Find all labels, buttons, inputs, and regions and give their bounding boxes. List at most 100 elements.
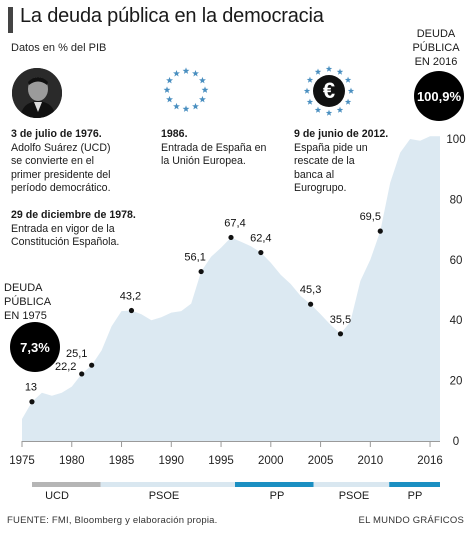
annotation-1978-date: 29 de diciembre de 1978. [11, 209, 136, 221]
y-tick-label: 0 [453, 436, 459, 448]
annotation-1976-line3: primer presidente del [11, 168, 111, 181]
data-label: 25,1 [66, 348, 87, 360]
annotation-1986-line1: Entrada de España en [161, 141, 267, 154]
euro-star [314, 68, 322, 75]
eu-star [182, 105, 190, 112]
annotation-2012-line4: Eurogrupo. [294, 182, 347, 194]
data-label: 13 [25, 382, 37, 394]
euro-star [306, 76, 314, 83]
party-segment [32, 482, 101, 487]
euro-star [336, 106, 344, 113]
debt-1975-label-line1: DEUDA [4, 282, 43, 294]
annotation-1976-line2: se convierte en el [11, 155, 95, 167]
eu-star [173, 102, 180, 110]
annotation-1986-date: 1986. [161, 128, 188, 140]
eu-star [201, 86, 209, 93]
data-point [228, 234, 234, 241]
x-tick-label: 1995 [208, 455, 234, 467]
annotation-1976-date: 3 de julio de 1976. [11, 128, 102, 140]
party-label-psoe-2: PSOE [338, 490, 370, 502]
annotation-2012: 9 de junio de 2012. España pide un resca… [294, 128, 388, 196]
party-label-psoe-1: PSOE [148, 490, 180, 502]
annotation-1978-line1: Entrada en vigor de la [11, 222, 115, 235]
footer-brand: EL MUNDO GRÁFICOS [358, 515, 464, 526]
x-tick-label: 2000 [258, 455, 284, 467]
debt-2016-label-line3: EN 2016 [414, 56, 458, 68]
eu-star [182, 67, 190, 74]
annotation-1986: 1986. Entrada de España en la Unión Euro… [161, 128, 266, 169]
eu-star [199, 95, 206, 103]
data-label: 67,4 [224, 217, 245, 229]
data-point [308, 301, 314, 307]
y-tick-label: 40 [450, 315, 463, 327]
footer-source: FUENTE: FMI, Bloomberg y elaboración pro… [7, 515, 218, 526]
euro-star [336, 68, 344, 75]
data-point [258, 249, 264, 256]
euro-star [344, 98, 352, 105]
party-segment [389, 482, 440, 487]
data-point [79, 371, 85, 377]
data-label: 56,1 [184, 252, 205, 264]
data-label: 43,2 [120, 291, 141, 303]
euro-star [306, 98, 314, 105]
euro-star [325, 109, 333, 116]
eu-star [199, 76, 206, 84]
y-tick-label: 80 [450, 194, 463, 206]
party-segment [100, 482, 235, 487]
annotation-2012-date: 9 de junio de 2012. [294, 128, 389, 140]
data-point [337, 331, 344, 337]
party-label-ucd: UCD [45, 490, 69, 502]
party-label-pp-1: PP [269, 490, 285, 502]
x-tick-label: 1990 [158, 455, 184, 467]
debt-2016-badge: 100,9% [414, 71, 464, 121]
eu-star [173, 69, 180, 77]
page-title: La deuda pública en la democracia [20, 5, 324, 27]
annotation-1986-line2: la Unión Europea. [161, 155, 246, 167]
debt-1975-badge: 7,3% [10, 322, 60, 372]
chart-subtitle: Datos en % del PIB [11, 42, 107, 54]
debt-1975-label: DEUDA PÚBLICA EN 1975 [4, 281, 66, 323]
euro-star [344, 76, 352, 83]
eu-star [166, 76, 173, 84]
eu-star [192, 102, 199, 110]
x-tick-label: 1980 [59, 455, 85, 467]
title-accent-bar [8, 7, 13, 33]
x-tick-label: 2005 [308, 455, 334, 467]
annotation-1976: 3 de julio de 1976. Adolfo Suárez (UCD) … [11, 128, 111, 196]
debt-1975-label-line2: PÚBLICA [4, 296, 52, 308]
data-label: 22,2 [55, 361, 76, 373]
eu-star [192, 69, 199, 77]
debt-2016-label: DEUDA PÚBLICA EN 2016 [408, 27, 464, 69]
annotation-1978: 29 de diciembre de 1978. Entrada en vigo… [11, 209, 136, 250]
y-tick-label: 60 [450, 255, 463, 267]
debt-2016-label-line2: PÚBLICA [412, 42, 460, 54]
euro-star [303, 87, 311, 94]
annotation-1976-line4: período democrático. [11, 182, 111, 194]
data-point [29, 399, 35, 405]
annotation-2012-line1: España pide un [294, 141, 368, 154]
data-label: 69,5 [360, 211, 381, 223]
x-tick-label: 2010 [358, 455, 384, 467]
annotation-2012-line3: banca al [294, 168, 335, 181]
y-tick-label: 100 [446, 134, 465, 146]
party-segment [235, 482, 314, 487]
svg-text:€: € [323, 78, 335, 103]
euro-icon: € [302, 64, 356, 118]
annotation-1976-line1: Adolfo Suárez (UCD) [11, 141, 111, 154]
debt-2016-label-line1: DEUDA [416, 28, 456, 40]
x-tick-label: 1975 [9, 455, 35, 467]
debt-1975-label-line3: EN 1975 [4, 310, 47, 322]
portrait-photo [12, 68, 62, 118]
data-label: 35,5 [330, 314, 351, 326]
data-point [128, 307, 135, 314]
eu-stars-icon [163, 67, 209, 112]
euro-star [325, 65, 333, 72]
party-label-pp-2: PP [407, 490, 423, 502]
x-tick-label: 1985 [109, 455, 135, 467]
data-label: 45,3 [300, 284, 321, 296]
euro-star [347, 87, 355, 94]
data-point [198, 268, 204, 275]
eu-star [166, 95, 173, 103]
annotation-2012-line2: rescate de la [294, 155, 355, 167]
